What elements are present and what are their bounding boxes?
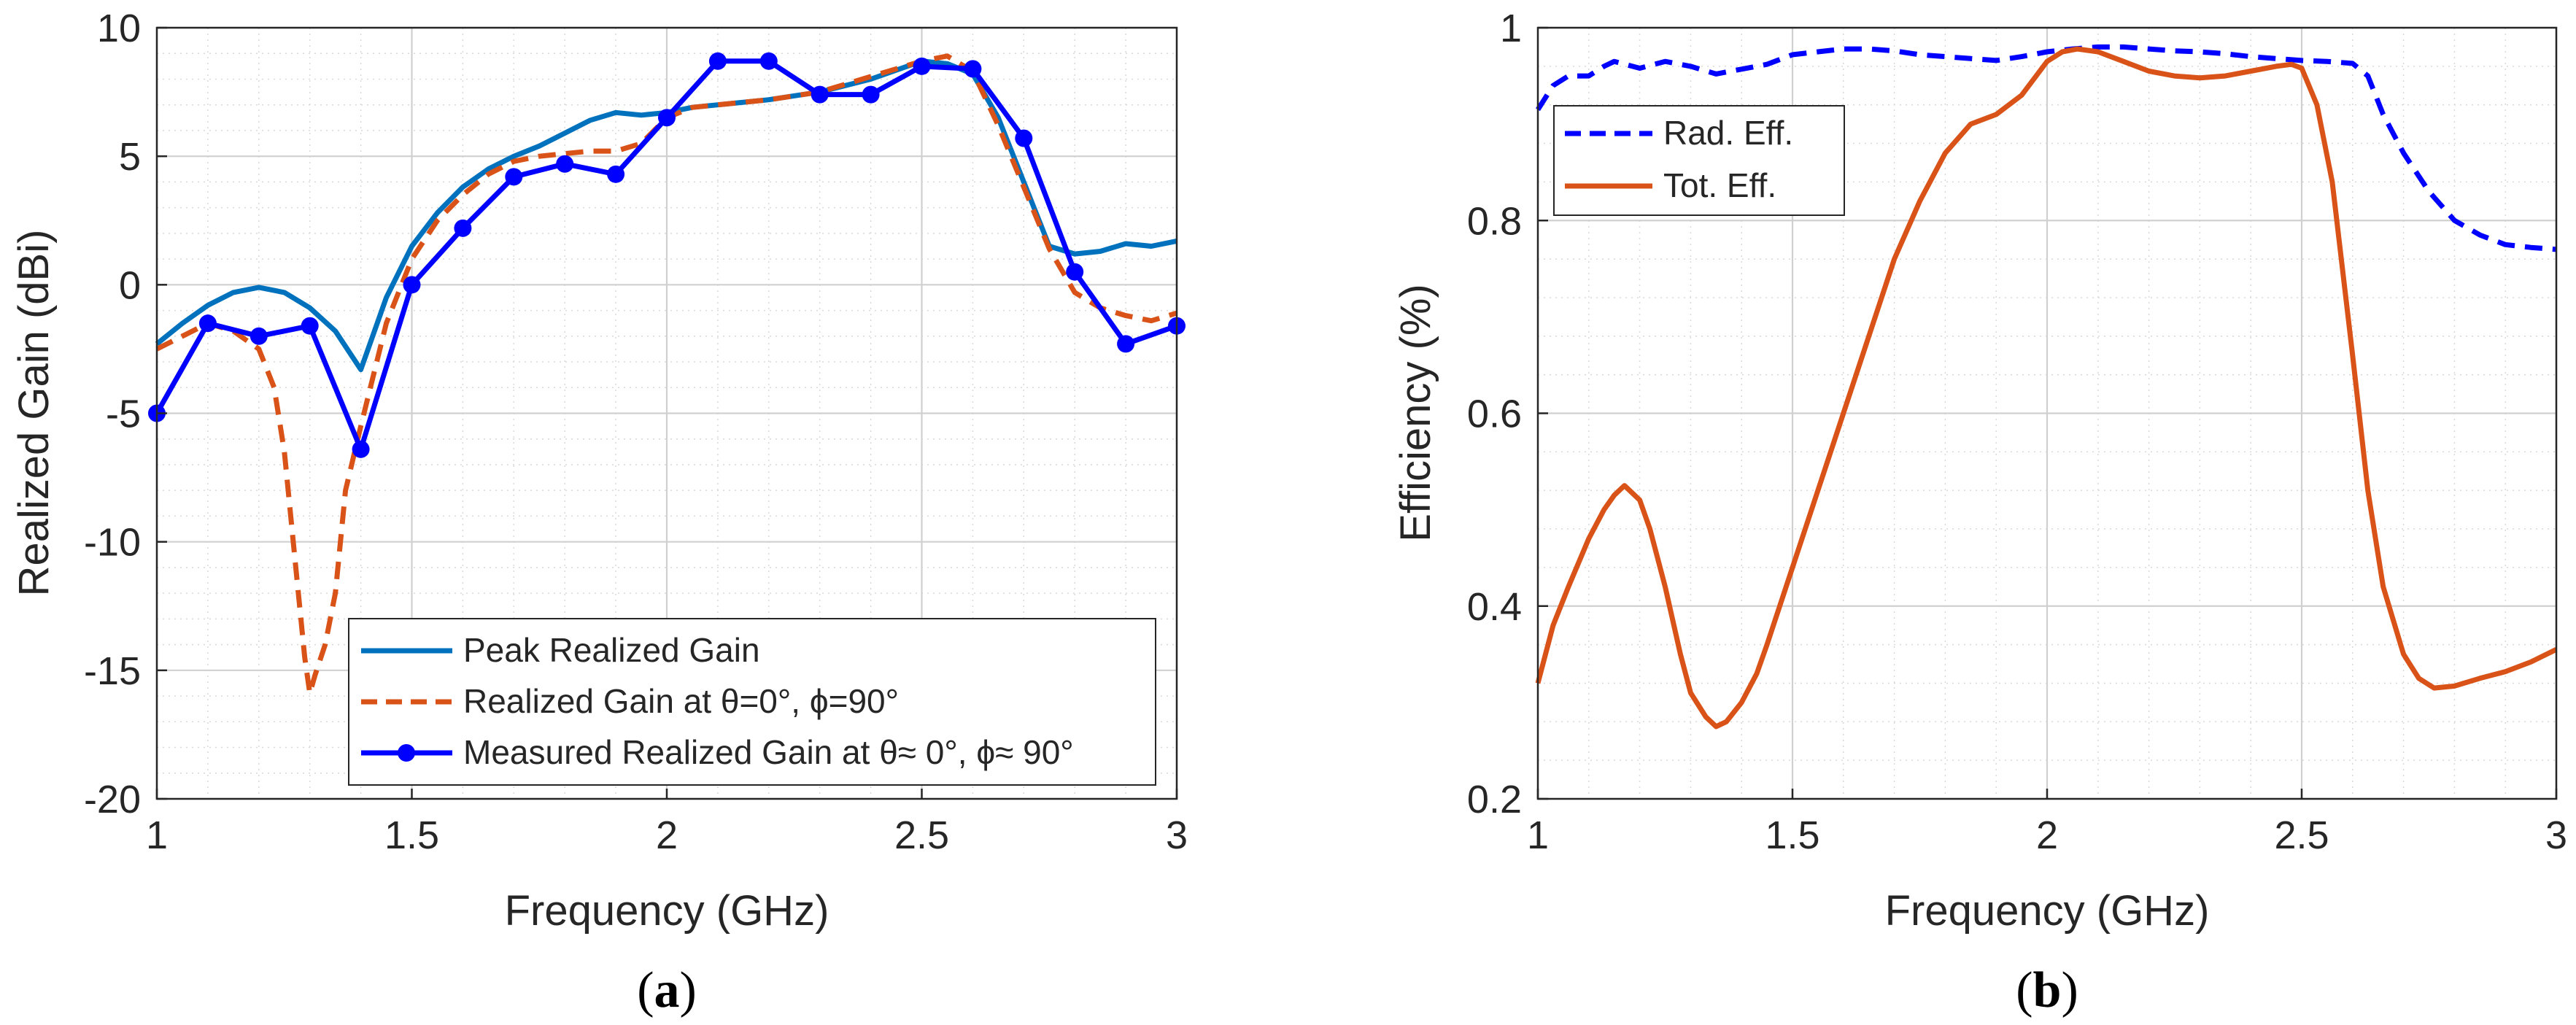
- panel-label-b: (b): [2016, 962, 2078, 1018]
- x-tick-label: 1: [1527, 813, 1549, 857]
- panel-label-a: (a): [637, 962, 697, 1018]
- panel-a-chart: 1 1.5 2 2.5 3 -20 -15 -10 -5 0 5 10 Frequency (GHz)…: [10, 7, 1188, 1018]
- legend-label-peak: Peak Realized Gain: [463, 631, 760, 669]
- x-tick-label: 1.5: [384, 813, 439, 857]
- series-marker-2: [759, 52, 778, 70]
- x-tick-label: 3: [2545, 813, 2567, 857]
- y-tick-label: -20: [84, 778, 141, 821]
- y-tick-label: 0.2: [1467, 778, 1522, 821]
- series-marker-2: [403, 276, 421, 294]
- x-tick-label: 2.5: [2274, 813, 2329, 857]
- x-tick-label: 2.5: [894, 813, 949, 857]
- legend: Rad. Eff. Tot. Eff.: [1553, 105, 1845, 216]
- legend-label-realized: Realized Gain at θ=0°, ϕ=90°: [463, 682, 899, 720]
- tick-labels: 1 1.5 2 2.5 3 -20 -15 -10 -5 0 5 10: [84, 7, 1188, 857]
- y-tick-label: 5: [119, 135, 141, 179]
- series-marker-2: [913, 57, 931, 75]
- y-tick-label: 0.8: [1467, 199, 1522, 243]
- legend-label-measured: Measured Realized Gain at θ≈ 0°, ϕ≈ 90°: [463, 733, 1074, 771]
- series-line-1: [1535, 46, 2558, 730]
- series-marker-2: [1117, 335, 1135, 353]
- series-marker-2: [862, 85, 880, 104]
- series-marker-2: [607, 165, 625, 183]
- x-axis-label: Frequency (GHz): [505, 887, 829, 935]
- series-marker-2: [198, 314, 217, 333]
- x-tick-label: 3: [1166, 813, 1188, 857]
- series-marker-2: [811, 85, 829, 104]
- legend-label-tot-eff: Tot. Eff.: [1663, 166, 1776, 204]
- series-marker-2: [1066, 263, 1084, 281]
- series-marker-2: [352, 440, 370, 458]
- y-tick-label: -5: [106, 392, 141, 436]
- series-line-1: [155, 53, 1178, 696]
- y-tick-label: 10: [97, 7, 141, 50]
- series-marker-2: [250, 327, 268, 345]
- y-tick-label: 1: [1500, 7, 1522, 50]
- series-lines: [148, 52, 1185, 696]
- legend-box: [348, 618, 1156, 786]
- y-tick-label: 0.4: [1467, 585, 1522, 629]
- legend-box: [1553, 105, 1845, 216]
- legend: Peak Realized Gain Realized Gain at θ=0°…: [348, 618, 1156, 786]
- series-marker-2: [1015, 129, 1033, 147]
- series-marker-2: [964, 60, 982, 78]
- x-axis-label: Frequency (GHz): [1885, 887, 2210, 935]
- x-tick-label: 2: [656, 813, 678, 857]
- y-tick-label: 0: [119, 263, 141, 307]
- series-marker-2: [301, 317, 319, 335]
- y-tick-label: -10: [84, 521, 141, 565]
- x-tick-label: 1: [146, 813, 168, 857]
- legend-marker-measured: [398, 744, 415, 762]
- x-tick-label: 2: [2036, 813, 2058, 857]
- series-marker-2: [658, 109, 676, 127]
- series-marker-2: [556, 155, 574, 173]
- series-line-0: [155, 58, 1177, 373]
- series-line-0: [1536, 44, 2557, 252]
- y-axis-label: Realized Gain (dBi): [10, 230, 58, 597]
- panel-b-chart: 1 1.5 2 2.5 3 0.2 0.4 0.6 0.8 1 Frequency (GHz) E…: [1392, 7, 2567, 1018]
- y-tick-label: 0.6: [1467, 392, 1522, 436]
- series-marker-2: [454, 219, 472, 237]
- legend-label-rad-eff: Rad. Eff.: [1663, 114, 1793, 152]
- y-tick-label: -15: [84, 649, 141, 693]
- x-tick-label: 1.5: [1765, 813, 1819, 857]
- y-axis-label: Efficiency (%): [1392, 284, 1439, 541]
- tick-labels: 1 1.5 2 2.5 3 0.2 0.4 0.6 0.8 1: [1467, 7, 2567, 857]
- series-marker-2: [505, 168, 523, 186]
- series-lines: [1535, 44, 2558, 730]
- series-marker-2: [708, 52, 727, 70]
